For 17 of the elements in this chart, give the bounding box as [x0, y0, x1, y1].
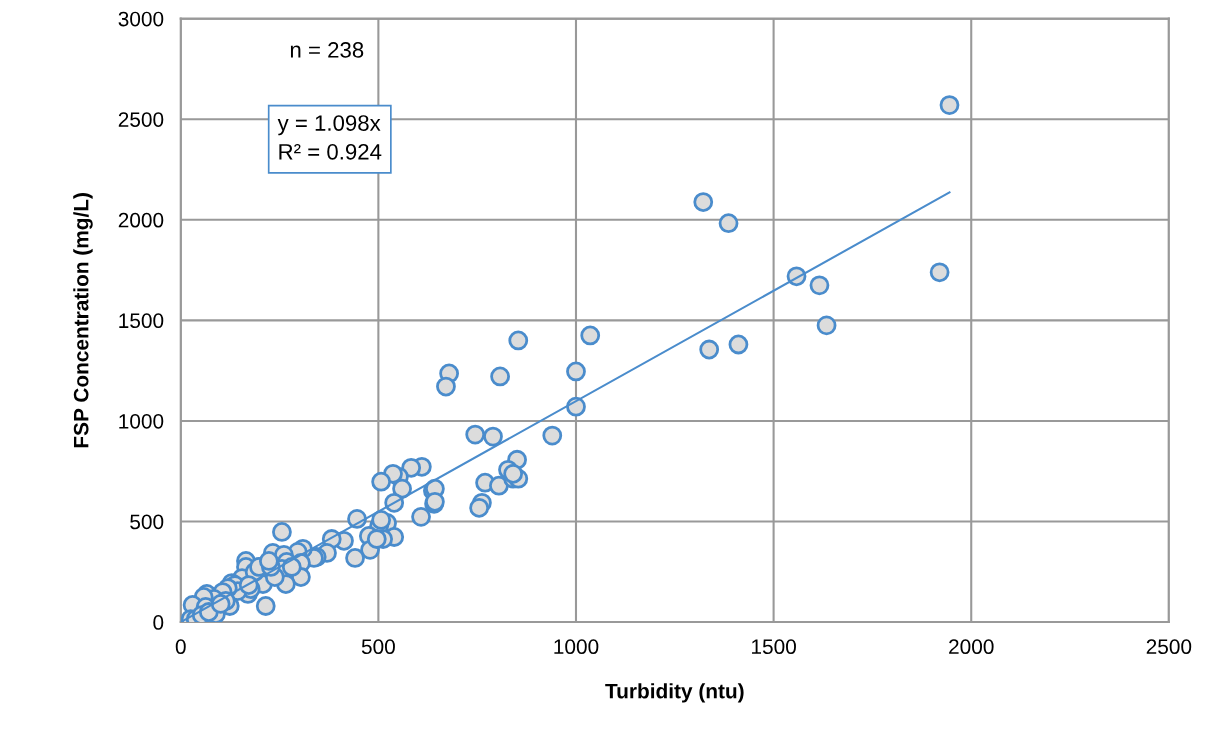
x-tick-label: 2000 — [949, 639, 994, 655]
x-tick-label: 0 — [175, 639, 186, 655]
x-axis-title: Turbidity (ntu) — [605, 683, 744, 703]
annotation: y = 1.098x R² = 0.924 — [277, 115, 382, 160]
x-tick-label: 500 — [361, 639, 395, 655]
y-tick-label: 2500 — [118, 112, 164, 127]
x-tick-label: 1500 — [752, 639, 796, 655]
y-tick-label: 3000 — [118, 11, 164, 27]
x-tick-label: 2500 — [1146, 639, 1192, 655]
y-tick-label: 500 — [130, 514, 164, 530]
y-tick-label: 1500 — [119, 313, 164, 329]
y-tick-label: 1000 — [119, 413, 164, 429]
x-tick-label: 1000 — [554, 639, 599, 655]
y-axis-title: FSP Concentration (mg/L) — [73, 193, 93, 448]
annotation: n = 238 — [290, 42, 364, 58]
y-tick-label: 2000 — [118, 212, 164, 228]
y-tick-label: 0 — [153, 615, 164, 630]
